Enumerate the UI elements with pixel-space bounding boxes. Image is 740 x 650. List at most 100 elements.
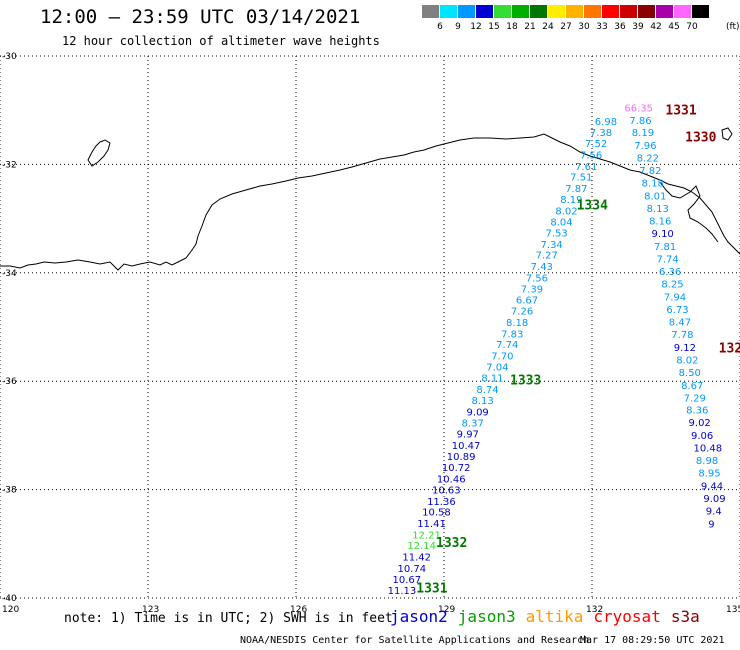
- wave-height-value: 7.38: [590, 128, 612, 139]
- wave-height-value: 7.26: [511, 307, 533, 318]
- gulf-coast: [659, 181, 719, 243]
- wave-height-value: 7.86: [629, 116, 651, 127]
- wave-height-value: 7.78: [671, 330, 693, 341]
- wave-height-value: 6.73: [666, 305, 688, 316]
- scale-label: 70: [686, 22, 698, 32]
- wave-height-value: 11.42: [402, 553, 431, 564]
- coastline: [0, 133, 740, 271]
- wave-height-value: 8.74: [476, 385, 498, 396]
- wave-height-value: 10.89: [447, 452, 476, 463]
- wave-height-value: 9.09: [703, 494, 725, 505]
- lat-tick-label: -38: [2, 486, 17, 496]
- wave-height-value: 7.82: [639, 166, 661, 177]
- scale-label: 9: [455, 22, 461, 32]
- wave-height-value: 9.06: [691, 431, 713, 442]
- scale-swatch: [674, 5, 692, 18]
- wave-height-value: 8.02: [676, 355, 698, 366]
- wave-height-value: 7.70: [491, 352, 513, 363]
- pass-numbers: 1331 1330 1334 1333 1332 1331 132: [416, 104, 740, 597]
- wave-height-value: 10.48: [693, 444, 722, 455]
- scale-swatch: [440, 5, 458, 18]
- wave-height-value: 10.67: [393, 575, 422, 586]
- wave-height-value: 10.74: [397, 564, 426, 575]
- scale-swatch: [422, 5, 440, 18]
- wave-height-value: 7.74: [656, 255, 678, 266]
- wave-height-value: 7.29: [684, 393, 706, 404]
- altimeter-tracks: 11.1310.6710.7411.4212.1412.2111.4110.58…: [388, 103, 726, 597]
- scale-label: 15: [488, 22, 500, 32]
- lat-tick-label: -34: [2, 269, 17, 279]
- scale-label: 36: [614, 22, 626, 32]
- wave-height-value: 7.81: [654, 242, 676, 253]
- pass-number-label: 132: [719, 341, 740, 356]
- scale-label: 30: [578, 22, 590, 32]
- wave-height-value: 10.47: [452, 441, 481, 452]
- scale-label: 18: [506, 22, 518, 32]
- satellite-legend-item: s3a: [670, 607, 700, 626]
- wave-height-value: 11.13: [388, 586, 417, 597]
- wave-height-value: 9.10: [652, 229, 674, 240]
- lon-tick-label: 123: [142, 605, 159, 615]
- wave-height-value: 7.04: [486, 362, 508, 373]
- scale-label: 12: [470, 22, 482, 32]
- lat-tick-label: -40: [2, 594, 17, 604]
- wave-height-value: 9.02: [689, 418, 711, 429]
- wave-height-value: 8.19: [632, 128, 654, 139]
- wave-height-value: 8.98: [696, 456, 718, 467]
- scale-label: 39: [632, 22, 644, 32]
- wave-height-value: 7.53: [545, 228, 567, 239]
- scale-swatch: [476, 5, 494, 18]
- wave-height-value: 6.67: [516, 296, 538, 307]
- wave-height-value: 7.51: [570, 173, 592, 184]
- wave-height-value: 7.87: [565, 184, 587, 195]
- scale-label: 42: [650, 22, 662, 32]
- wave-height-value: 8.16: [649, 217, 671, 228]
- wave-height-value: 7.56: [526, 273, 548, 284]
- wave-height-value: 7.39: [521, 284, 543, 295]
- lon-tick-label: 126: [290, 605, 307, 615]
- wave-height-value: 6.98: [595, 117, 617, 128]
- scale-swatch: [548, 5, 566, 18]
- pass-number-label: 1332: [436, 536, 467, 551]
- scale-unit: (ft): [726, 22, 740, 32]
- lon-tick-label: 120: [2, 605, 19, 615]
- wave-height-value: 8.02: [555, 206, 577, 217]
- satellite-legend-item: cryosat: [593, 607, 661, 626]
- lon-tick-label: 132: [586, 605, 603, 615]
- wave-height-value: 8.19: [560, 195, 582, 206]
- wave-height-value: 11.36: [427, 497, 456, 508]
- wave-height-value: 10.72: [442, 463, 471, 474]
- wave-height-value: 9.4: [706, 507, 722, 518]
- lon-tick-label: 129: [438, 605, 455, 615]
- lat-tick-label: -36: [2, 377, 17, 387]
- pass-number-label: 1331: [416, 582, 447, 597]
- wave-height-value: 8.67: [681, 381, 703, 392]
- scale-swatch: [602, 5, 620, 18]
- wave-height-value: 7.83: [501, 329, 523, 340]
- lat-tick-label: -30: [2, 52, 17, 62]
- wave-height-value: 7.74: [496, 340, 518, 351]
- wave-height-value: 8.36: [686, 406, 708, 417]
- wave-height-value: 9.97: [457, 430, 479, 441]
- scale-swatch: [458, 5, 476, 18]
- wave-height-value: 9.44: [701, 482, 723, 493]
- wave-height-value: 10.63: [432, 485, 461, 496]
- island-east-small: [721, 127, 733, 141]
- scale-swatch: [656, 5, 674, 18]
- wave-height-value: 7.61: [575, 162, 597, 173]
- wave-height-value: 7.94: [664, 292, 686, 303]
- scale-swatch: [584, 5, 602, 18]
- satellite-legend: jason2 jason3 altika cryosat s3a: [390, 607, 710, 626]
- lon-tick-label: 135: [726, 605, 740, 615]
- wave-height-value: 8.11: [481, 374, 503, 385]
- wave-height-value: 7.52: [585, 139, 607, 150]
- lat-lon-grid: 120 123 126 129 132 135 -30 -32 -34 -36 -38 -40: [0, 52, 740, 615]
- generated-timestamp: Mar 17 08:29:50 UTC 2021: [580, 635, 725, 646]
- wave-height-value: 8.50: [679, 368, 701, 379]
- scale-swatch: [620, 5, 638, 18]
- scale-label: 33: [596, 22, 608, 32]
- scale-swatch: [512, 5, 530, 18]
- satellite-legend-item: jason3: [457, 607, 516, 626]
- wave-height-value: 6.36: [659, 267, 681, 278]
